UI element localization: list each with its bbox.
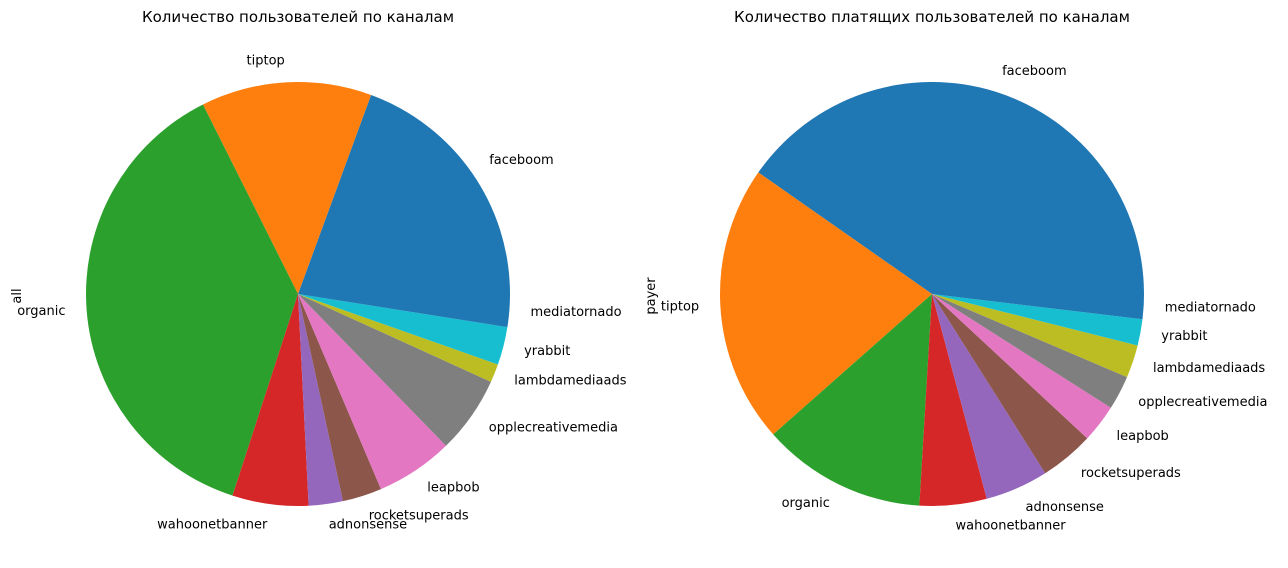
pie-slice-mediatornado [298, 294, 510, 328]
chart-title: Количество пользователей по каналам [142, 8, 454, 26]
payers-by-channel-pie: Количество платящих пользователей по кан… [644, 8, 1267, 534]
slice-label-opplecreativemedia: opplecreativemedia [489, 421, 618, 436]
pie-slice-leapbob [298, 294, 447, 490]
slice-label-yrabbit: yrabbit [1161, 329, 1207, 344]
pie-slice-yrabbit [932, 294, 1143, 346]
slice-label-faceboom: faceboom [489, 153, 554, 168]
slice-label-organic: organic [17, 304, 65, 319]
slice-label-adnonsense: adnonsense [329, 518, 407, 533]
slice-label-rocketsuperads: rocketsuperads [1081, 466, 1181, 481]
pie-slice-opplecreativemedia [298, 294, 491, 446]
pie-slice-rocketsuperads [932, 294, 1088, 474]
pie-slice-adnonsense [298, 294, 343, 506]
y-axis-label: payer [644, 277, 659, 315]
slice-label-mediatornado: mediatornado [1165, 300, 1256, 315]
pie-slice-faceboom [298, 94, 510, 295]
slice-label-leapbob: leapbob [1117, 429, 1169, 444]
slice-label-yrabbit: yrabbit [524, 344, 570, 359]
slice-label-rocketsuperads: rocketsuperads [369, 509, 469, 524]
pie-slice-yrabbit [298, 294, 508, 365]
pie-slice-leapbob [932, 294, 1111, 439]
pie-slice-organic [773, 294, 932, 506]
slice-label-wahoonetbanner: wahoonetbanner [956, 519, 1067, 534]
pie-slice-rocketsuperads [298, 294, 381, 502]
pie-slice-wahoonetbanner [919, 294, 987, 506]
pie-slice-tiptop [719, 172, 932, 435]
slice-label-adnonsense: adnonsense [1026, 500, 1104, 515]
y-axis-label: all [10, 288, 25, 303]
pie-slice-tiptop [202, 82, 372, 294]
slice-label-opplecreativemedia: opplecreativemedia [1138, 395, 1267, 410]
slices [86, 82, 510, 506]
slice-label-leapbob: leapbob [427, 481, 479, 496]
slice-label-mediatornado: mediatornado [531, 305, 622, 320]
pie-slice-faceboom [758, 82, 1144, 295]
pie-slice-mediatornado [932, 294, 1144, 320]
users-by-channel-pie: Количество пользователей по каналам all … [10, 8, 627, 533]
pie-slice-opplecreativemedia [932, 294, 1128, 408]
slice-label-lambdamediaads: lambdamediaads [1153, 361, 1265, 376]
slice-label-faceboom: faceboom [1002, 64, 1067, 79]
chart-title: Количество платящих пользователей по кан… [734, 8, 1130, 26]
slice-label-organic: organic [782, 496, 830, 511]
pie-slice-lambdamediaads [932, 294, 1138, 378]
slice-labels: faceboom tiptop organic wahoonetbanner adnon… [661, 64, 1268, 533]
slice-label-lambdamediaads: lambdamediaads [514, 374, 626, 389]
slices [719, 82, 1144, 506]
slice-label-tiptop: tiptop [247, 54, 285, 69]
pie-slice-organic [86, 104, 298, 496]
slice-label-wahoonetbanner: wahoonetbanner [157, 518, 268, 533]
pie-slice-wahoonetbanner [232, 294, 309, 506]
pie-slice-adnonsense [932, 294, 1046, 499]
slice-label-tiptop: tiptop [661, 300, 699, 315]
pie-slice-lambdamediaads [298, 294, 498, 382]
slice-labels: faceboom tiptop organic wahoonetbanner adnon… [17, 54, 627, 533]
